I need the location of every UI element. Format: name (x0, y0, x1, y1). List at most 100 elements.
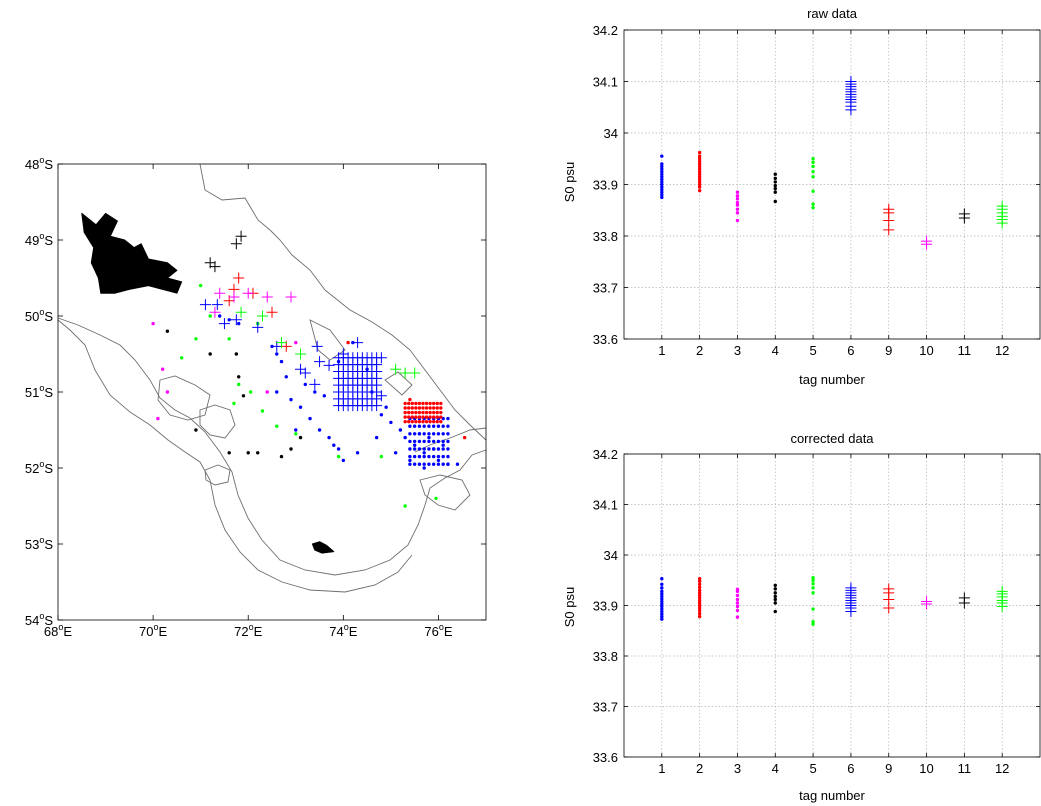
map-x-tick-label: 74oE (329, 622, 357, 639)
map-point (355, 451, 360, 455)
map-point (428, 401, 432, 406)
bathymetry-contour (57, 319, 413, 593)
raw-data-x-tick-label: 10 (919, 343, 933, 358)
raw-data-axes-frame (623, 29, 1041, 340)
map-point (446, 416, 450, 421)
map-point (242, 287, 254, 299)
map-point (421, 415, 425, 419)
map-point (289, 447, 293, 451)
map-point (410, 406, 414, 410)
map-point (441, 454, 445, 459)
map-point (417, 462, 422, 466)
corrected-data-title: corrected data (790, 431, 874, 446)
map-point (436, 424, 441, 428)
raw-data-points (660, 76, 1008, 250)
corrected-data-point (660, 582, 664, 586)
raw-data-point (735, 190, 740, 194)
map-point (427, 432, 431, 436)
raw-data-point (697, 164, 702, 169)
corrected-data-point (660, 586, 664, 590)
map-point (431, 424, 436, 428)
raw-data-x-tick-label: 3 (734, 343, 741, 358)
map-point (431, 462, 436, 466)
raw-data-point (660, 177, 664, 182)
map-point (412, 462, 417, 466)
map-point (421, 401, 425, 406)
map-point (209, 306, 221, 318)
map-point (371, 400, 383, 412)
map-point (199, 299, 211, 311)
raw-data-point (697, 182, 702, 187)
corrected-data-point (773, 609, 777, 614)
map-point (379, 413, 384, 417)
raw-data-point (996, 200, 1008, 212)
raw-data-point (697, 177, 702, 182)
map-point (446, 424, 450, 428)
map-point (436, 454, 441, 459)
map-point (156, 416, 160, 421)
corrected-data-point (660, 612, 664, 616)
raw-data-point (773, 180, 777, 184)
map-point (260, 409, 265, 413)
raw-data-y-tick-label: 34 (604, 126, 618, 141)
bathymetry-contour (199, 404, 236, 439)
map-point (403, 504, 407, 508)
map-point (422, 466, 426, 470)
map-y-tick-label: 54oS (25, 611, 53, 628)
raw-data-x-tick-label: 12 (995, 343, 1009, 358)
map-point (427, 435, 431, 440)
raw-data-x-tick-label: 4 (772, 343, 779, 358)
map-point (390, 363, 402, 375)
corrected-data-y-tick-label: 33.9 (593, 599, 618, 614)
map-point (422, 454, 426, 459)
map-point (462, 435, 467, 440)
map-point (261, 291, 273, 303)
map-point (428, 415, 432, 419)
bathymetry-contour (199, 163, 487, 441)
raw-data-point (735, 197, 740, 201)
map-point (431, 439, 436, 444)
corrected-data-point (660, 589, 664, 594)
corrected-data-x-tick-label: 1 (658, 761, 665, 776)
map-point (313, 390, 317, 394)
corrected-data-point (697, 585, 702, 590)
corrected-data-y-tick-label: 33.7 (593, 700, 618, 715)
map-point (441, 432, 445, 436)
map-point (237, 375, 241, 379)
map-point (317, 428, 322, 432)
corrected-data-point (735, 615, 740, 619)
map-point (256, 310, 268, 322)
raw-data-point (735, 207, 740, 211)
raw-data-point (845, 76, 857, 87)
raw-data-point (697, 167, 702, 171)
map-point (408, 397, 412, 402)
map-point (412, 432, 417, 436)
corrected-data-point (811, 622, 815, 626)
corrected-data-point (735, 587, 740, 592)
map-point (446, 439, 450, 444)
raw-data-point (773, 199, 777, 204)
map-point (308, 416, 312, 421)
map-point (217, 314, 222, 318)
map-point (407, 415, 411, 419)
map-point (417, 401, 422, 406)
map-point (441, 439, 445, 444)
raw-data-point (660, 193, 664, 197)
corrected-data-x-tick-label: 10 (919, 761, 933, 776)
map-point (208, 352, 212, 356)
corrected-data-point (811, 576, 815, 580)
raw-data-point (660, 182, 664, 187)
map-point (417, 454, 422, 459)
map-point (427, 462, 431, 466)
map-point (294, 428, 298, 432)
corrected-data-point (735, 593, 740, 598)
map-point (446, 462, 450, 466)
corrected-data-point (811, 607, 815, 611)
map-point (414, 415, 418, 419)
map-point (218, 318, 230, 330)
map-point (441, 462, 445, 466)
map-point (235, 306, 247, 318)
map-point (412, 439, 417, 444)
map-y-tick-label: 51oS (25, 383, 53, 400)
raw-data-point (773, 176, 777, 181)
